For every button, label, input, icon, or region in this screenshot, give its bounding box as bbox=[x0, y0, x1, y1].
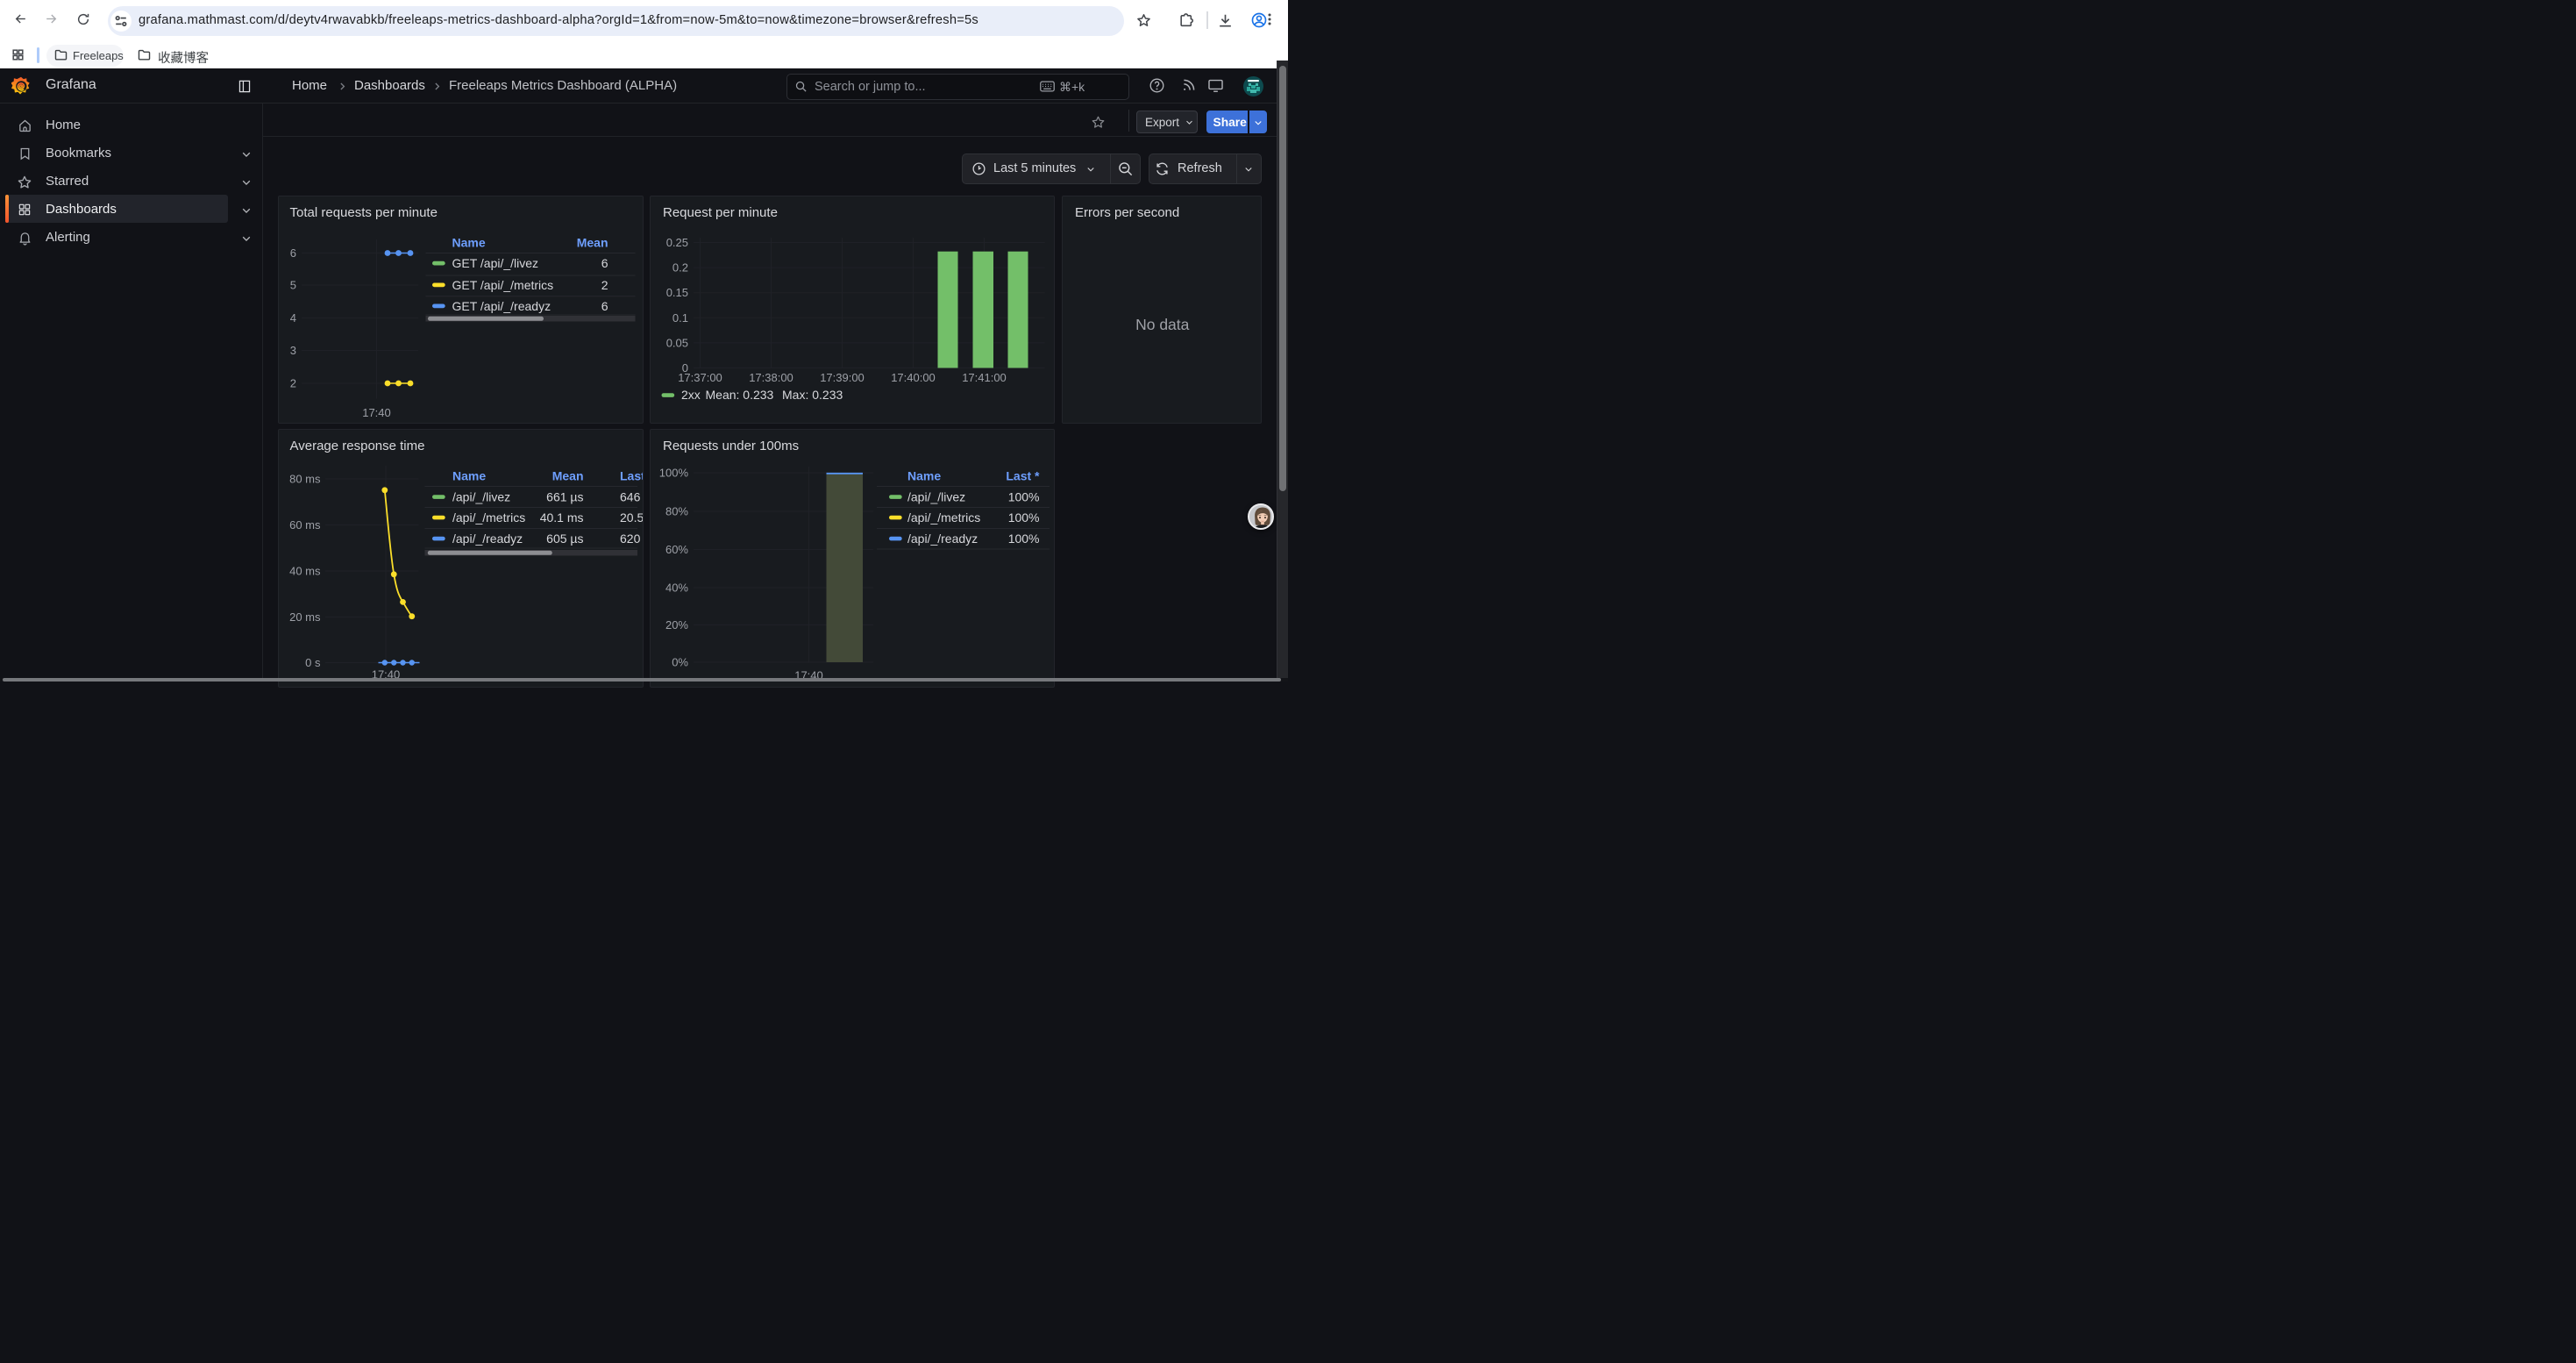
svg-text:Mean: Mean bbox=[551, 468, 583, 482]
svg-text:40%: 40% bbox=[665, 581, 688, 594]
svg-text:17:40: 17:40 bbox=[794, 668, 823, 682]
svg-text:6: 6 bbox=[289, 246, 295, 260]
svg-text:Name: Name bbox=[452, 235, 485, 249]
svg-text:/api/_/livez: /api/_/livez bbox=[452, 489, 510, 503]
svg-text:/api/_/livez: /api/_/livez bbox=[907, 489, 965, 503]
svg-text:3: 3 bbox=[289, 344, 295, 357]
svg-text:20%: 20% bbox=[665, 618, 688, 632]
svg-text:0.2: 0.2 bbox=[672, 261, 688, 275]
svg-text:40 ms: 40 ms bbox=[289, 564, 321, 577]
svg-text:17:41:00: 17:41:00 bbox=[962, 371, 1007, 384]
svg-text:/api/_/metrics: /api/_/metrics bbox=[452, 510, 525, 525]
svg-text:0: 0 bbox=[682, 361, 688, 375]
svg-text:Mean: Mean bbox=[576, 235, 608, 249]
svg-text:17:39:00: 17:39:00 bbox=[820, 371, 865, 384]
svg-text:2xx: 2xx bbox=[681, 388, 701, 402]
svg-text:2: 2 bbox=[289, 377, 295, 390]
svg-text:620 µs: 620 µs bbox=[620, 532, 644, 546]
svg-text:17:40: 17:40 bbox=[371, 667, 400, 681]
svg-text:0.25: 0.25 bbox=[666, 236, 688, 249]
svg-text:/api/_/readyz: /api/_/readyz bbox=[452, 532, 523, 546]
svg-text:4: 4 bbox=[289, 311, 295, 325]
svg-text:GET /api/_/livez: GET /api/_/livez bbox=[452, 256, 538, 270]
svg-text:GET /api/_/metrics: GET /api/_/metrics bbox=[452, 278, 553, 292]
svg-text:80 ms: 80 ms bbox=[289, 472, 321, 485]
svg-text:0.05: 0.05 bbox=[666, 336, 688, 349]
svg-text:17:37:00: 17:37:00 bbox=[678, 371, 722, 384]
svg-text:17:40:00: 17:40:00 bbox=[891, 371, 936, 384]
svg-text:0 s: 0 s bbox=[305, 656, 321, 669]
svg-text:6: 6 bbox=[601, 299, 608, 313]
svg-text:17:38:00: 17:38:00 bbox=[749, 371, 793, 384]
svg-text:/api/_/metrics: /api/_/metrics bbox=[907, 510, 980, 525]
svg-text:661 µs: 661 µs bbox=[546, 489, 583, 503]
svg-text:Name: Name bbox=[452, 468, 486, 482]
svg-text:Mean: 0.233: Mean: 0.233 bbox=[706, 388, 774, 402]
svg-text:5: 5 bbox=[289, 279, 295, 292]
svg-text:GET /api/_/readyz: GET /api/_/readyz bbox=[452, 299, 551, 313]
svg-text:20 ms: 20 ms bbox=[289, 610, 321, 624]
svg-text:17:40: 17:40 bbox=[362, 406, 391, 419]
svg-text:100%: 100% bbox=[1008, 489, 1040, 503]
svg-text:2: 2 bbox=[601, 278, 608, 292]
svg-text:Last *: Last * bbox=[620, 468, 644, 482]
svg-text:40.1 ms: 40.1 ms bbox=[539, 510, 583, 525]
svg-text:Last *: Last * bbox=[1006, 468, 1040, 482]
svg-text:6: 6 bbox=[601, 256, 608, 270]
svg-text:20.5 ms: 20.5 ms bbox=[620, 510, 644, 525]
svg-text:Name: Name bbox=[907, 468, 941, 482]
svg-text:/api/_/readyz: /api/_/readyz bbox=[907, 532, 978, 546]
svg-text:0%: 0% bbox=[672, 655, 688, 668]
svg-text:0.15: 0.15 bbox=[666, 286, 688, 299]
svg-text:646 µs: 646 µs bbox=[620, 489, 644, 503]
svg-text:60 ms: 60 ms bbox=[289, 518, 321, 532]
svg-text:0.1: 0.1 bbox=[672, 311, 688, 325]
svg-text:605 µs: 605 µs bbox=[546, 532, 583, 546]
svg-text:100%: 100% bbox=[1008, 532, 1040, 546]
svg-text:Max: 0.233: Max: 0.233 bbox=[782, 388, 843, 402]
svg-text:100%: 100% bbox=[1008, 510, 1040, 525]
svg-text:60%: 60% bbox=[665, 543, 688, 556]
svg-text:100%: 100% bbox=[659, 466, 689, 479]
svg-text:80%: 80% bbox=[665, 504, 688, 517]
